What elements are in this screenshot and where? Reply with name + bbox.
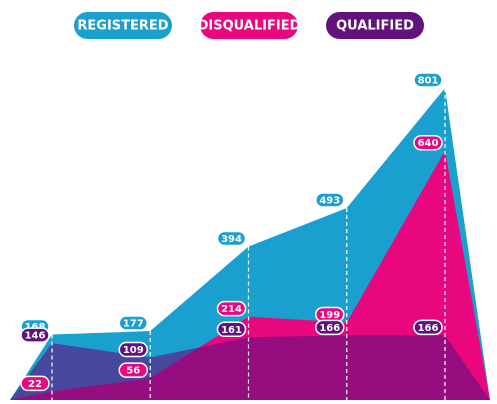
legend-item: REGISTERED xyxy=(74,12,172,39)
label-text: 146 xyxy=(25,331,46,342)
data-label: 166 xyxy=(315,319,345,336)
label-pill xyxy=(413,72,443,88)
label-pill xyxy=(118,362,148,378)
data-label: 493 xyxy=(315,192,345,208)
label-text: 801 xyxy=(418,76,439,87)
label-text: 177 xyxy=(123,319,144,330)
legend-label: DISQUALIFIED xyxy=(198,19,301,34)
data-label: 394 xyxy=(216,230,247,247)
label-text: 199 xyxy=(319,310,340,321)
legend-item: QUALIFIED xyxy=(326,12,424,39)
label-pill xyxy=(216,230,247,247)
data-label: 161 xyxy=(216,321,247,338)
label-pill xyxy=(216,321,247,338)
data-label: 177 xyxy=(118,315,148,331)
data-label: 146 xyxy=(20,327,50,343)
legend-pill xyxy=(200,12,298,39)
label-text: 161 xyxy=(221,325,242,336)
data-label: 199 xyxy=(315,306,345,323)
data-label: 166 xyxy=(413,319,443,336)
label-pill xyxy=(216,300,247,317)
label-text: 109 xyxy=(123,345,144,356)
legend-item: DISQUALIFIED xyxy=(198,12,301,39)
label-pill xyxy=(315,319,345,336)
label-text: 214 xyxy=(221,304,242,315)
data-label: 109 xyxy=(118,341,148,358)
label-text: 166 xyxy=(319,323,340,334)
label-pill xyxy=(413,134,443,151)
data-label: 214 xyxy=(216,300,247,317)
legend-label: QUALIFIED xyxy=(336,19,414,34)
legend-pill xyxy=(74,12,172,39)
data-label: 640 xyxy=(413,134,443,151)
legend-pill xyxy=(326,12,424,39)
label-text: 166 xyxy=(418,323,439,334)
legend-label: REGISTERED xyxy=(77,19,168,34)
label-pill xyxy=(413,319,443,336)
label-text: 493 xyxy=(319,195,340,206)
data-label: 801 xyxy=(413,72,443,88)
label-text: 640 xyxy=(418,138,439,149)
label-text: 22 xyxy=(28,379,42,390)
label-pill xyxy=(118,315,148,331)
label-text: 394 xyxy=(221,234,242,245)
label-pill xyxy=(118,341,148,358)
label-pill xyxy=(315,192,345,208)
label-pill xyxy=(20,327,50,343)
label-text: 56 xyxy=(126,366,140,377)
label-pill xyxy=(20,375,50,392)
data-label: 56 xyxy=(118,362,148,378)
data-label: 22 xyxy=(20,375,50,392)
area xyxy=(10,335,490,400)
